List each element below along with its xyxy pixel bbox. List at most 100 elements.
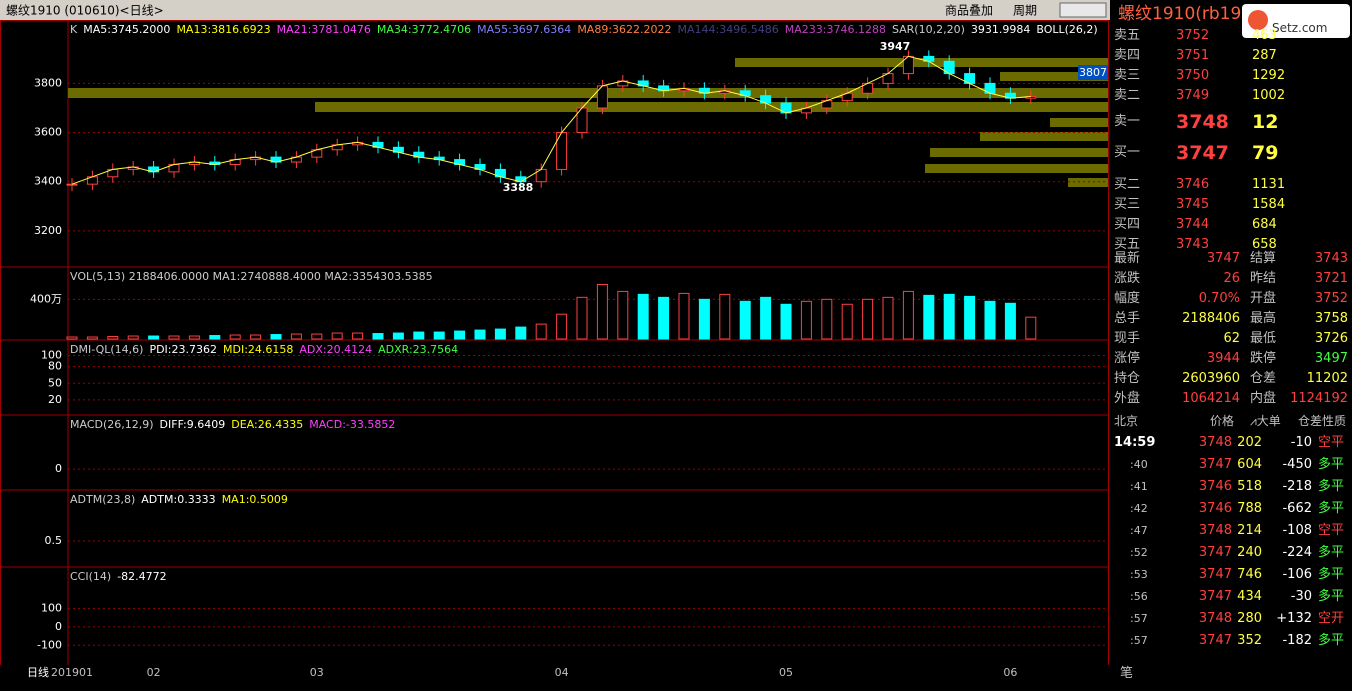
- cell: 昨结: [1250, 271, 1277, 286]
- order-book-row: 卖三 3750 1292: [1110, 66, 1352, 86]
- volume-bar: [148, 335, 160, 340]
- cell: 结算: [1250, 251, 1277, 266]
- cell: 3747: [1176, 142, 1229, 164]
- cell: 3748: [1176, 111, 1229, 133]
- volume-bar: [800, 300, 812, 340]
- cell: 卖五: [1114, 28, 1141, 43]
- order-book-row: 卖二 3749 1002: [1110, 86, 1352, 106]
- cell: 3944: [1206, 351, 1240, 366]
- cell: 3751: [1176, 48, 1210, 63]
- volume-bar: [331, 332, 343, 340]
- cell: 总手: [1114, 311, 1141, 326]
- trade-row: :56 3747 434 -30 多平: [1110, 587, 1352, 607]
- volume-bar: [596, 283, 608, 340]
- nav-buttons[interactable]: [1059, 2, 1107, 18]
- cell: 开盘: [1250, 291, 1277, 306]
- overlay-button[interactable]: 商品叠加: [945, 3, 993, 18]
- cell: 3747: [1198, 457, 1232, 472]
- indicator-header: DIFF:9.6409: [160, 418, 226, 431]
- cell: 买四: [1114, 217, 1141, 232]
- cell: 多平: [1318, 501, 1345, 516]
- cell: 多平: [1318, 567, 1345, 582]
- y-tick-label: 3800: [34, 76, 62, 89]
- volume-bar: [841, 303, 853, 340]
- indicator-header: SAR(10,2,20): [892, 23, 965, 36]
- x-tick-label: 06: [1003, 666, 1017, 679]
- cell: 最低: [1250, 331, 1277, 346]
- stats-row: 涨跌 26 昨结 3721: [1110, 269, 1352, 289]
- cell: 1584: [1252, 197, 1286, 212]
- cell: :57: [1130, 634, 1148, 647]
- order-book-row: 买四 3744 684: [1110, 215, 1352, 235]
- volume-bar: [494, 328, 506, 340]
- indicator-header: MA89:3622.2022: [577, 23, 671, 36]
- trade-row: :40 3747 604 -450 多平: [1110, 455, 1352, 475]
- x-tick-label: 04: [555, 666, 569, 679]
- cell: 外盘: [1114, 391, 1141, 406]
- cell: 3747: [1198, 567, 1232, 582]
- period-button[interactable]: 周期: [1013, 4, 1037, 18]
- cell: 买三: [1114, 197, 1141, 212]
- cell: 最高: [1250, 311, 1277, 326]
- volume-bar: [270, 334, 282, 340]
- y-tick-label: 0: [55, 620, 62, 633]
- logo-icon: [1248, 10, 1268, 30]
- cell: :41: [1130, 480, 1148, 493]
- cell: 604: [1237, 457, 1262, 472]
- y-tick-label: 0.5: [45, 534, 63, 547]
- cell: -10: [1290, 435, 1312, 450]
- cell: 卖二: [1114, 88, 1141, 103]
- cell: 多平: [1318, 633, 1345, 648]
- cell: -106: [1282, 567, 1312, 582]
- indicator-header: MACD(26,12,9): [70, 418, 154, 431]
- cell: 0.70%: [1198, 291, 1240, 306]
- cell: 3745: [1176, 197, 1210, 212]
- order-book-row: 买一 3747 79: [1110, 143, 1352, 163]
- indicator-header: MA1:0.5009: [222, 493, 288, 506]
- y-tick-label: 3200: [34, 224, 62, 237]
- cell: -224: [1282, 545, 1312, 560]
- cell: 287: [1252, 48, 1277, 63]
- trade-row: :53 3747 746 -106 多平: [1110, 565, 1352, 585]
- x-tick-label: 03: [310, 666, 324, 679]
- volume-bar: [107, 336, 119, 340]
- cell: 3758: [1314, 311, 1348, 326]
- cell: 卖四: [1114, 48, 1141, 63]
- logo-text: Setz.com: [1272, 21, 1328, 35]
- cell: -182: [1282, 633, 1312, 648]
- cell: 788: [1237, 501, 1262, 516]
- volume-profile: [68, 58, 1108, 187]
- volume-bar: [882, 296, 894, 340]
- logo: Setz.com: [1242, 4, 1350, 38]
- trade-row: 14:59 3748 202 -10 空平: [1110, 433, 1352, 453]
- cell: 多平: [1318, 457, 1345, 472]
- cell: :47: [1130, 524, 1148, 537]
- volume-bar: [576, 296, 588, 340]
- footer: 笔: [1110, 664, 1352, 684]
- cell: 3743: [1314, 251, 1348, 266]
- cell: 434: [1237, 589, 1262, 604]
- stats-row: 涨停 3944 跌停 3497: [1110, 349, 1352, 369]
- cell: 12: [1252, 111, 1279, 133]
- volume-bar: [229, 334, 241, 340]
- trade-row: :57 3747 352 -182 多平: [1110, 631, 1352, 651]
- cell: 3748: [1198, 435, 1232, 450]
- price-tag-box: [1078, 65, 1108, 80]
- cell: :57: [1130, 612, 1148, 625]
- cell: 11202: [1306, 371, 1348, 386]
- indicator-header: DMI-QL(14,6): [70, 343, 143, 356]
- indicator-header: MA21:3781.0476: [277, 23, 371, 36]
- volume-bar: [902, 290, 914, 340]
- cell: 幅度: [1114, 291, 1141, 306]
- indicator-header: ADTM(23,8): [70, 493, 135, 506]
- cell: 3743: [1176, 237, 1210, 252]
- indicator-header: MA55:3697.6364: [477, 23, 571, 36]
- candle-body: [66, 183, 78, 186]
- cell: 214: [1237, 523, 1262, 538]
- indicator-header: PDI:23.7362: [149, 343, 217, 356]
- cell: 涨跌: [1114, 271, 1141, 286]
- cell: 1124192: [1290, 391, 1348, 406]
- indicator-header: ADX:20.4124: [299, 343, 372, 356]
- volume-bar: [188, 335, 200, 340]
